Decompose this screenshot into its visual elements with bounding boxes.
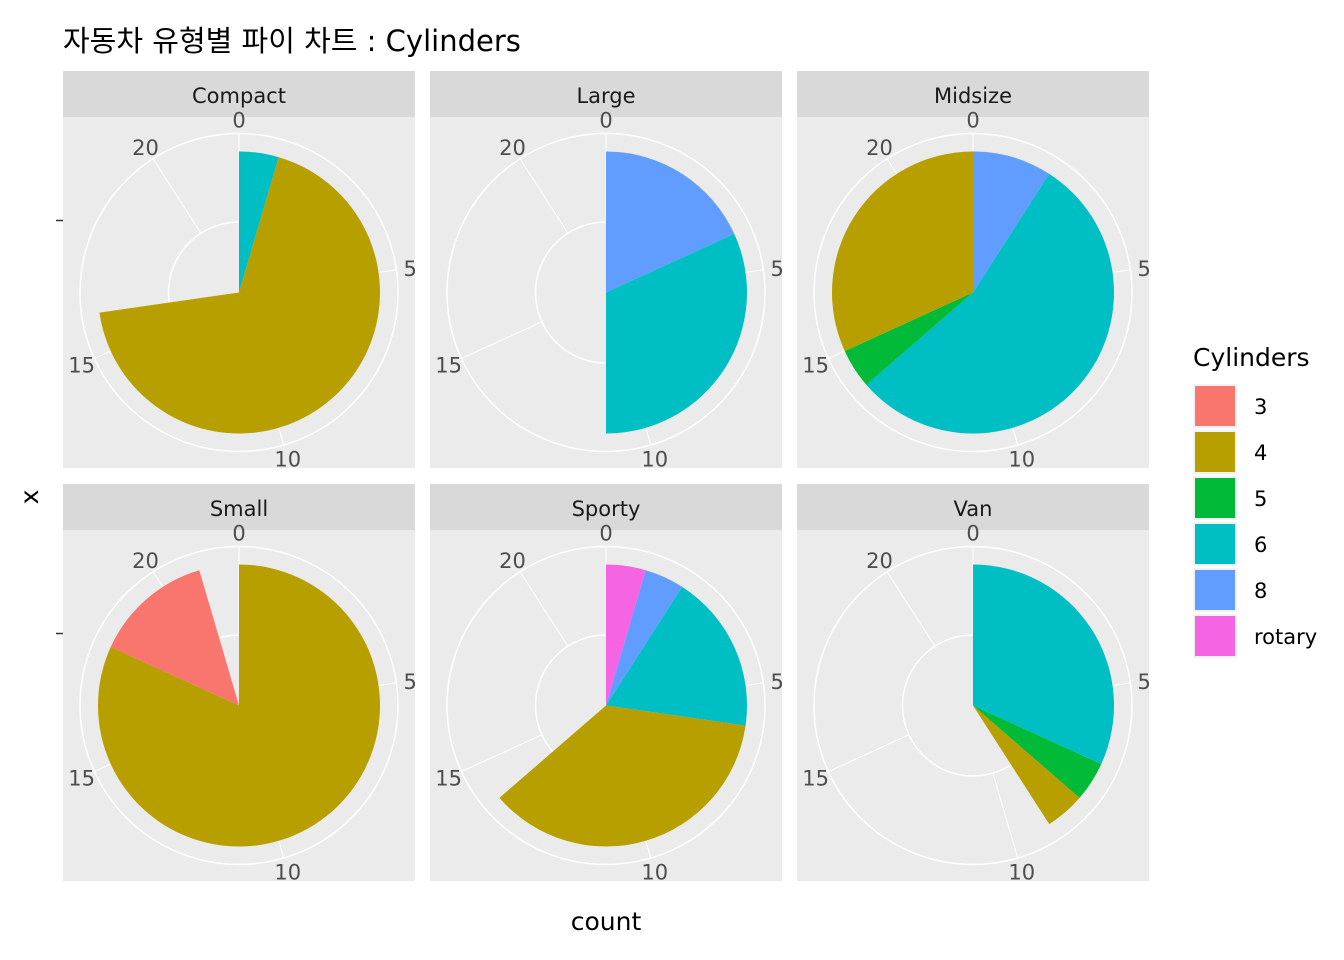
grid-line <box>519 158 569 234</box>
pie-slice-8 <box>973 151 1050 293</box>
legend-key-6 <box>1195 524 1235 564</box>
tick-label: 20 <box>499 136 526 160</box>
facet-strip <box>430 71 782 117</box>
pie-slice-4 <box>973 705 1080 825</box>
tick-label: 15 <box>68 353 95 377</box>
legend-label: 5 <box>1254 487 1267 511</box>
legend-label: 6 <box>1254 533 1267 557</box>
tick-label: 10 <box>1008 860 1035 884</box>
legend-label: 4 <box>1254 441 1267 465</box>
pie-slice-3 <box>110 570 240 706</box>
tick-label: 10 <box>1008 447 1035 471</box>
grid-line <box>519 571 569 647</box>
tick-label: 5 <box>1138 257 1151 281</box>
tick-label: 0 <box>966 522 979 546</box>
pie-slice-5 <box>844 292 973 385</box>
tick-label: 20 <box>866 136 893 160</box>
facet-strip <box>63 71 415 117</box>
pie-slice-6 <box>866 173 1115 434</box>
tick-label: 0 <box>599 522 612 546</box>
tick-label: 0 <box>599 109 612 133</box>
tick-label: 15 <box>802 766 829 790</box>
pie-slice-5 <box>973 705 1102 798</box>
legend-label: 8 <box>1254 579 1267 603</box>
tick-label: 10 <box>641 447 668 471</box>
tick-label: 20 <box>499 549 526 573</box>
grid-line <box>828 734 910 773</box>
tick-label: 5 <box>404 670 417 694</box>
legend-key-8 <box>1195 570 1235 610</box>
pie-slice-4 <box>99 157 380 434</box>
facet-strip <box>797 71 1149 117</box>
tick-label: 0 <box>232 522 245 546</box>
tick-label: 20 <box>132 549 159 573</box>
pie-slice-6 <box>973 564 1114 765</box>
tick-label: 20 <box>132 136 159 160</box>
pie-slice-6 <box>606 233 748 434</box>
facet-label: Sporty <box>572 497 641 521</box>
tick-label: 20 <box>866 549 893 573</box>
tick-label: 15 <box>802 353 829 377</box>
pie-slice-4 <box>499 705 746 847</box>
tick-label: 15 <box>68 766 95 790</box>
pie-slice-8 <box>606 570 683 706</box>
grid-line <box>461 321 543 360</box>
pie-slice-rotary <box>606 564 646 706</box>
y-axis-label: x <box>15 490 44 505</box>
facet-label: Midsize <box>934 84 1012 108</box>
pie-slice-6 <box>606 586 747 726</box>
legend-key-3 <box>1195 386 1235 426</box>
x-axis-label: count <box>571 907 642 936</box>
legend-label: rotary <box>1254 625 1317 649</box>
facet-strip <box>797 484 1149 530</box>
legend-title: Cylinders <box>1193 343 1310 372</box>
grid-line <box>152 158 202 234</box>
pie-slice-4 <box>832 151 973 352</box>
tick-label: 15 <box>435 766 462 790</box>
tick-label: 5 <box>1138 670 1151 694</box>
pie-slice-6 <box>239 151 279 293</box>
tick-label: 0 <box>966 109 979 133</box>
tick-label: 10 <box>274 447 301 471</box>
legend-key-5 <box>1195 478 1235 518</box>
grid-line <box>992 773 1019 859</box>
legend-key-rotary <box>1195 616 1235 656</box>
chart-title: 자동차 유형별 파이 차트 : Cylinders <box>63 24 521 58</box>
pie-slice-8 <box>606 151 735 293</box>
legend: Cylinders 3 4 5 6 8 rotary <box>1193 343 1317 658</box>
tick-label: 10 <box>274 860 301 884</box>
tick-label: 15 <box>435 353 462 377</box>
grid-line <box>886 571 936 647</box>
legend-key-4 <box>1195 432 1235 472</box>
grid-line <box>461 734 543 773</box>
tick-label: 5 <box>771 257 784 281</box>
tick-label: 10 <box>641 860 668 884</box>
legend-label: 3 <box>1254 395 1267 419</box>
facet-label: Small <box>210 497 268 521</box>
tick-label: 0 <box>232 109 245 133</box>
tick-label: 5 <box>771 670 784 694</box>
facet-strip <box>63 484 415 530</box>
tick-label: 5 <box>404 257 417 281</box>
facet-label: Van <box>954 497 993 521</box>
facet-strip <box>430 484 782 530</box>
facet-label: Large <box>576 84 635 108</box>
facet-label: Compact <box>192 84 286 108</box>
